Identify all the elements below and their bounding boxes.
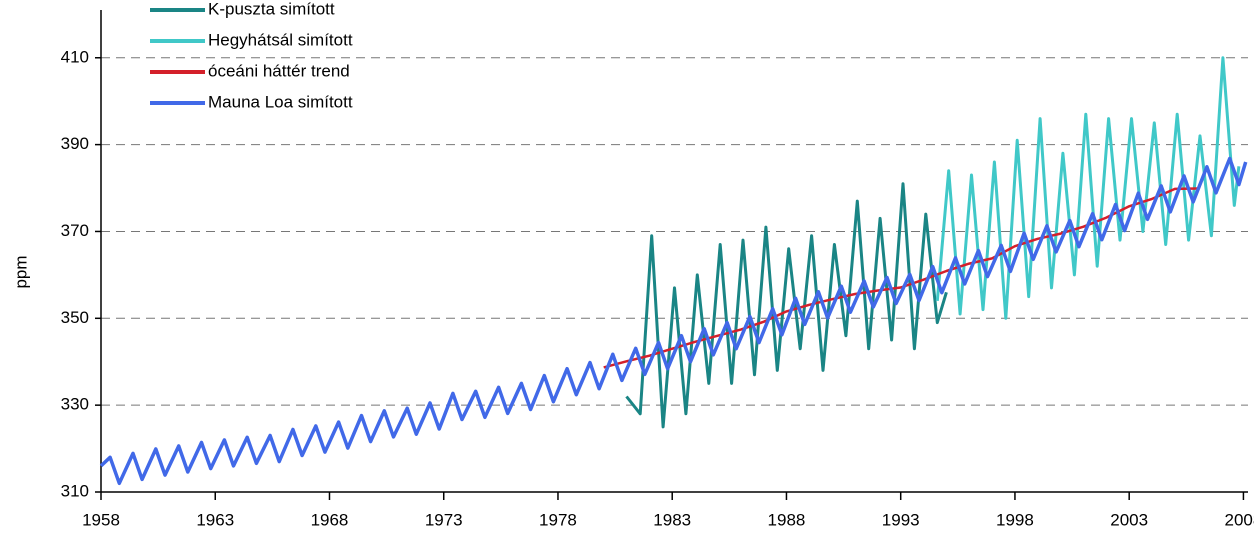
x-tick-label: 1968 bbox=[311, 510, 349, 529]
legend-label: óceáni háttér trend bbox=[208, 61, 350, 80]
y-tick-label: 370 bbox=[61, 221, 89, 240]
legend-label: Hegyhátsál simított bbox=[208, 30, 353, 49]
series-line bbox=[625, 182, 948, 429]
y-tick-label: 410 bbox=[61, 47, 89, 66]
x-tick-label: 2008 bbox=[1225, 510, 1254, 529]
x-tick-label: 1983 bbox=[653, 510, 691, 529]
y-tick-label: 310 bbox=[61, 481, 89, 500]
x-tick-label: 1958 bbox=[82, 510, 120, 529]
series-line bbox=[603, 187, 1198, 369]
x-tick-label: 1993 bbox=[882, 510, 920, 529]
y-tick-label: 330 bbox=[61, 395, 89, 414]
y-tick-label: 350 bbox=[61, 308, 89, 327]
legend-label: K-puszta simított bbox=[208, 0, 335, 18]
y-axis-label: ppm bbox=[11, 255, 30, 288]
series-line bbox=[99, 156, 1248, 486]
x-tick-label: 2003 bbox=[1110, 510, 1148, 529]
x-tick-label: 1973 bbox=[425, 510, 463, 529]
x-tick-label: 1963 bbox=[196, 510, 234, 529]
y-tick-label: 390 bbox=[61, 134, 89, 153]
legend-label: Mauna Loa simított bbox=[208, 92, 353, 111]
x-tick-label: 1988 bbox=[768, 510, 806, 529]
x-tick-label: 1978 bbox=[539, 510, 577, 529]
x-tick-label: 1998 bbox=[996, 510, 1034, 529]
